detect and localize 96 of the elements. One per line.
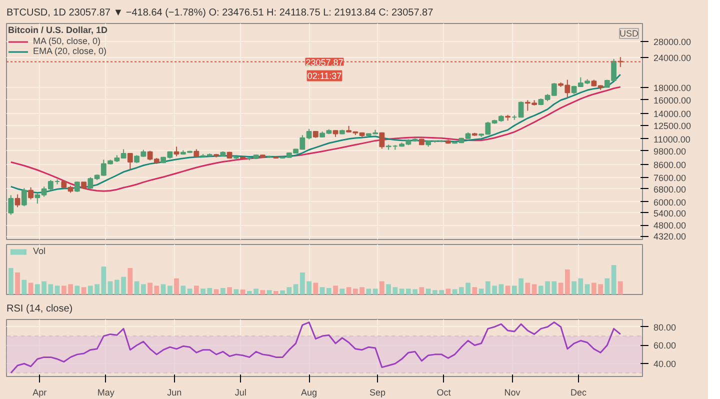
legend-title: Bitcoin / U.S. Dollar, 1D [8,25,108,35]
x-tick-label: Sep [369,388,386,398]
bar [266,290,272,294]
bar [326,288,332,294]
x-tick-label: Aug [301,388,318,398]
y-tick-label: 24000.00 [654,53,692,64]
bar [426,288,431,294]
bar [313,282,318,294]
y-tick-label: 60.00 [654,340,676,351]
bar [167,286,172,294]
bar [419,287,424,294]
candlestick [21,188,27,207]
bar [214,289,219,294]
bar [472,287,478,294]
y-tick-label: 14000.00 [654,109,692,120]
bar [379,281,384,294]
bar [604,278,610,294]
bar [478,288,484,294]
bar [140,284,146,294]
bar [227,287,232,294]
bar [558,282,564,294]
bar [399,288,404,294]
y-tick-label: 5400.00 [654,208,686,218]
bar [611,265,616,294]
bar [320,287,325,294]
bar [505,286,510,294]
bar [584,284,590,294]
y-tick-label: 12500.00 [654,120,692,131]
bar [452,289,458,294]
bar [564,270,570,294]
bar [81,287,86,294]
y-tick-label: 11000.00 [654,134,690,144]
bar [74,286,80,294]
line-series [10,322,622,374]
candlestick [28,186,34,200]
bar [8,268,14,294]
bar [366,288,372,294]
candlestick [174,146,180,157]
y-tick-label: 80.00 [654,322,676,332]
bar [446,288,451,294]
bar [273,290,278,294]
x-tick-label: Nov [504,388,521,398]
chart-title: BTCUSD, 1D 23057.87 ▼ −418.64 (−1.78%) O: 23476.51 H: 24118.75 L: 21913.84 C: 23057.87 [6,8,434,18]
bar [293,284,298,294]
x-tick-label: Apr [32,388,47,398]
bar [333,286,338,294]
bar [372,288,378,294]
bar [174,278,179,294]
candlestick [14,194,20,208]
bar [54,286,60,294]
bar [346,287,352,294]
y-tick-label: 18000.00 [654,83,692,94]
y-tick-label: 4320.00 [654,232,686,242]
bar [187,288,192,294]
bar [240,290,246,294]
bar [260,290,266,294]
legend-label: MA (50, close, 0) [33,36,101,46]
bar [28,282,34,294]
bar [525,282,530,294]
bar [180,286,186,294]
y-tick-label: 16000.00 [654,95,692,106]
annotation: USD [620,28,639,38]
bar [108,281,113,294]
x-tick-label: Oct [436,388,452,398]
y-tick-label: 8600.00 [654,160,686,170]
y-tick-label: 9800.00 [654,146,686,156]
legend-label: Vol [33,246,47,256]
chart-title: RSI (14, close) [6,304,73,314]
y-tick-label: 40.00 [654,359,676,370]
bar [194,286,199,294]
bar [128,268,133,294]
y-tick-label: 28000.00 [654,37,692,48]
y-tick-label: 4800.00 [654,220,686,231]
y-tick-label: 7600.00 [654,172,686,183]
bar [220,288,226,294]
candlestick [518,100,524,118]
legend-label: EMA (20, close, 0) [33,46,107,56]
bar [618,281,623,294]
bar [15,272,20,294]
annotation: 02:11:37 [307,70,342,81]
y-tick-label: 6800.00 [654,184,686,194]
bar [340,288,345,294]
bar [234,289,239,294]
x-tick-label: May [97,388,115,398]
candlestick [8,194,14,216]
bar [160,284,166,294]
x-tick-label: Jun [167,388,182,398]
bar [22,280,27,294]
y-tick-label: 6000.00 [654,197,686,208]
candlestick [127,152,133,170]
candlestick [379,132,385,150]
bar [532,284,537,294]
ref-line-label: 23057.87 [306,57,344,68]
x-tick-label: Dec [570,388,587,398]
x-tick-label: Jul [234,388,246,398]
bar [134,281,140,294]
